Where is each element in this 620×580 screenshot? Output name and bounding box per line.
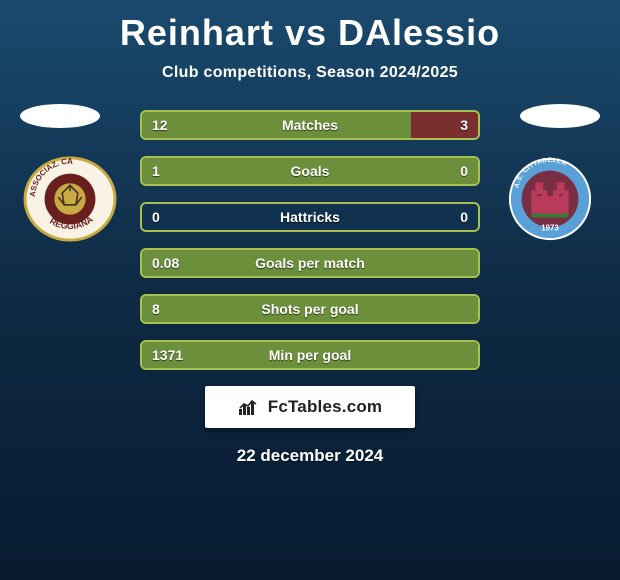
player2-name: DAlessio bbox=[338, 12, 500, 53]
attribution-badge: FcTables.com bbox=[205, 386, 415, 428]
stat-bar: 8 Shots per goal bbox=[140, 294, 480, 324]
stat-right-value: 0 bbox=[460, 209, 468, 225]
comparison-title: Reinhart vs DAlessio bbox=[0, 0, 620, 54]
stat-right-value: 0 bbox=[460, 163, 468, 179]
player1-name: Reinhart bbox=[120, 12, 274, 53]
attribution-text: FcTables.com bbox=[268, 397, 383, 417]
cittadella-crest-icon: A.S. CITTADELLA 1973 bbox=[506, 155, 594, 243]
date-text: 22 december 2024 bbox=[0, 446, 620, 466]
stat-right-value: 3 bbox=[460, 117, 468, 133]
stat-bar: 0 Hattricks 0 bbox=[140, 202, 480, 232]
stat-label: Goals per match bbox=[142, 255, 478, 271]
decor-ellipse-right bbox=[520, 104, 600, 128]
stat-bar: 1 Goals 0 bbox=[140, 156, 480, 186]
stat-bar: 1371 Min per goal bbox=[140, 340, 480, 370]
club-badge-right: A.S. CITTADELLA 1973 bbox=[500, 154, 600, 244]
stat-label: Matches bbox=[142, 117, 478, 133]
stat-label: Min per goal bbox=[142, 347, 478, 363]
stat-bar: 0.08 Goals per match bbox=[140, 248, 480, 278]
content-area: ASSOCIAZ. CALCIO REGGIANA bbox=[0, 104, 620, 466]
reggiana-crest-icon: ASSOCIAZ. CALCIO REGGIANA bbox=[21, 154, 119, 244]
stat-label: Shots per goal bbox=[142, 301, 478, 317]
stat-label: Hattricks bbox=[142, 209, 478, 225]
svg-text:1973: 1973 bbox=[541, 223, 559, 232]
club-badge-left: ASSOCIAZ. CALCIO REGGIANA bbox=[20, 154, 120, 244]
stat-bars: 12 Matches 3 1 Goals 0 0 Hattricks 0 0.0… bbox=[140, 104, 480, 370]
stat-bar: 12 Matches 3 bbox=[140, 110, 480, 140]
fctables-logo-icon bbox=[238, 398, 262, 416]
stat-label: Goals bbox=[142, 163, 478, 179]
vs-text: vs bbox=[285, 12, 327, 53]
decor-ellipse-left bbox=[20, 104, 100, 128]
subtitle: Club competitions, Season 2024/2025 bbox=[0, 64, 620, 82]
